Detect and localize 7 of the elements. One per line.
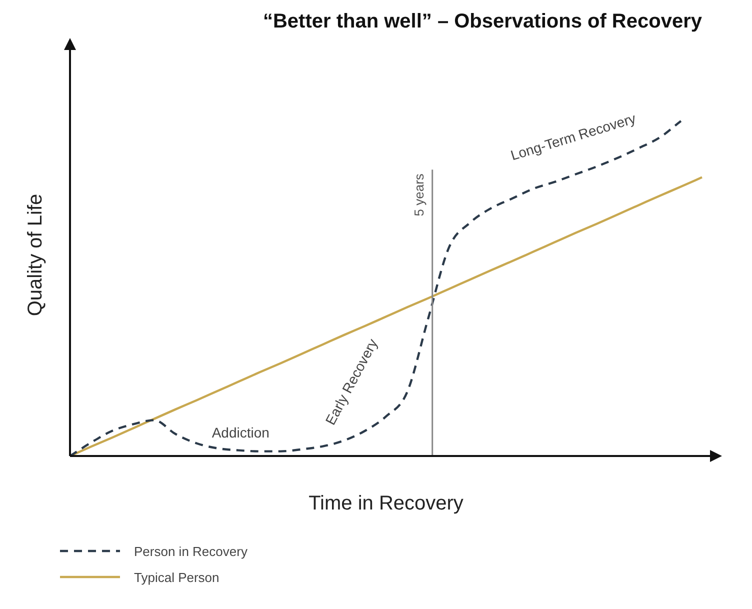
chart-title: “Better than well” – Observations of Recovery	[262, 10, 703, 33]
x-axis-title: Time in Recovery	[308, 492, 464, 515]
legend-label: Person in Recovery	[134, 544, 248, 558]
annotation: 5 years	[411, 173, 426, 216]
legend-label: Typical Person	[134, 570, 220, 584]
annotation: Addiction	[212, 424, 270, 441]
y-axis-title: Quality of Life	[24, 194, 47, 316]
